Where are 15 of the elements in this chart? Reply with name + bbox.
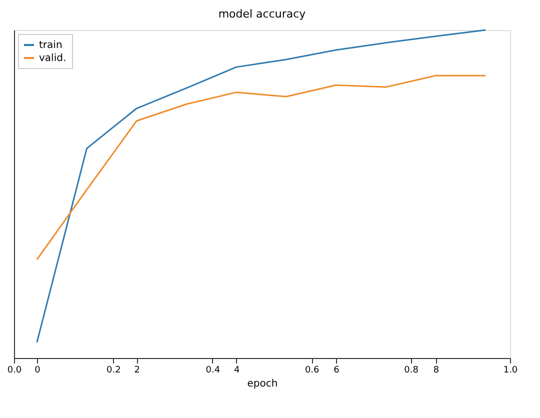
x-axis-title: epoch bbox=[247, 378, 278, 390]
x-tick-label: 8 bbox=[433, 366, 440, 376]
x2-tick-label: 0.8 bbox=[404, 366, 419, 376]
x-tick-label: 4 bbox=[234, 366, 240, 376]
x2-tick-label: 1.0 bbox=[503, 366, 518, 376]
x-tick-label: 6 bbox=[334, 366, 340, 376]
legend-label: train bbox=[39, 40, 62, 51]
x2-tick-label: 0.0 bbox=[7, 366, 22, 376]
x2-tick-label: 0.4 bbox=[206, 366, 220, 376]
chart-title: model accuracy bbox=[218, 7, 306, 20]
x-tick-label: 2 bbox=[134, 366, 140, 376]
x-tick-label: 0 bbox=[34, 366, 41, 376]
x2-tick-label: 0.2 bbox=[106, 366, 121, 376]
x2-tick-label: 0.6 bbox=[304, 366, 320, 376]
legend-label: valid. bbox=[39, 53, 66, 64]
